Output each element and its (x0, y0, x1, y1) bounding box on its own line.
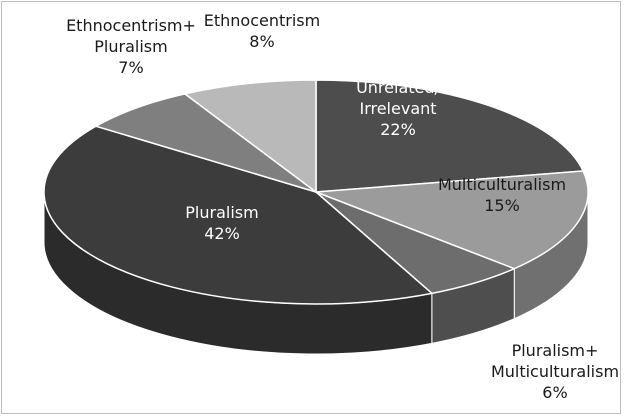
pie-slice (43, 125, 433, 305)
slice-category-label: Irrelevant (359, 99, 436, 118)
slice-percent-label: 15% (484, 196, 520, 215)
slice-category-label: Ethnocentrism+ (66, 16, 196, 35)
slice-category-label: Pluralism+ (512, 341, 599, 360)
slice-category-label: Ethnocentrism (204, 11, 320, 30)
pie-slice (184, 79, 317, 193)
pie-slice (315, 79, 584, 193)
slice-percent-label: 6% (542, 383, 567, 402)
pie-slice (315, 170, 589, 270)
pie-slice (95, 93, 317, 193)
slice-percent-label: 8% (249, 32, 274, 51)
slice-category-label: Multiculturalism (491, 362, 619, 381)
slice-percent-label: 7% (118, 58, 143, 77)
slice-percent-label: 42% (204, 224, 240, 243)
slice-percent-label: 22% (380, 120, 416, 139)
slice-category-label: Multiculturalism (438, 175, 566, 194)
pie-label-group: Unrelated/Irrelevant 22% Multiculturalism 1… (66, 11, 619, 402)
slice-category-label: Pluralism (94, 37, 167, 56)
slice-category-label: Unrelated/ (356, 78, 440, 97)
pie-top-group (43, 79, 589, 305)
slice-category-label: Pluralism (185, 203, 258, 222)
